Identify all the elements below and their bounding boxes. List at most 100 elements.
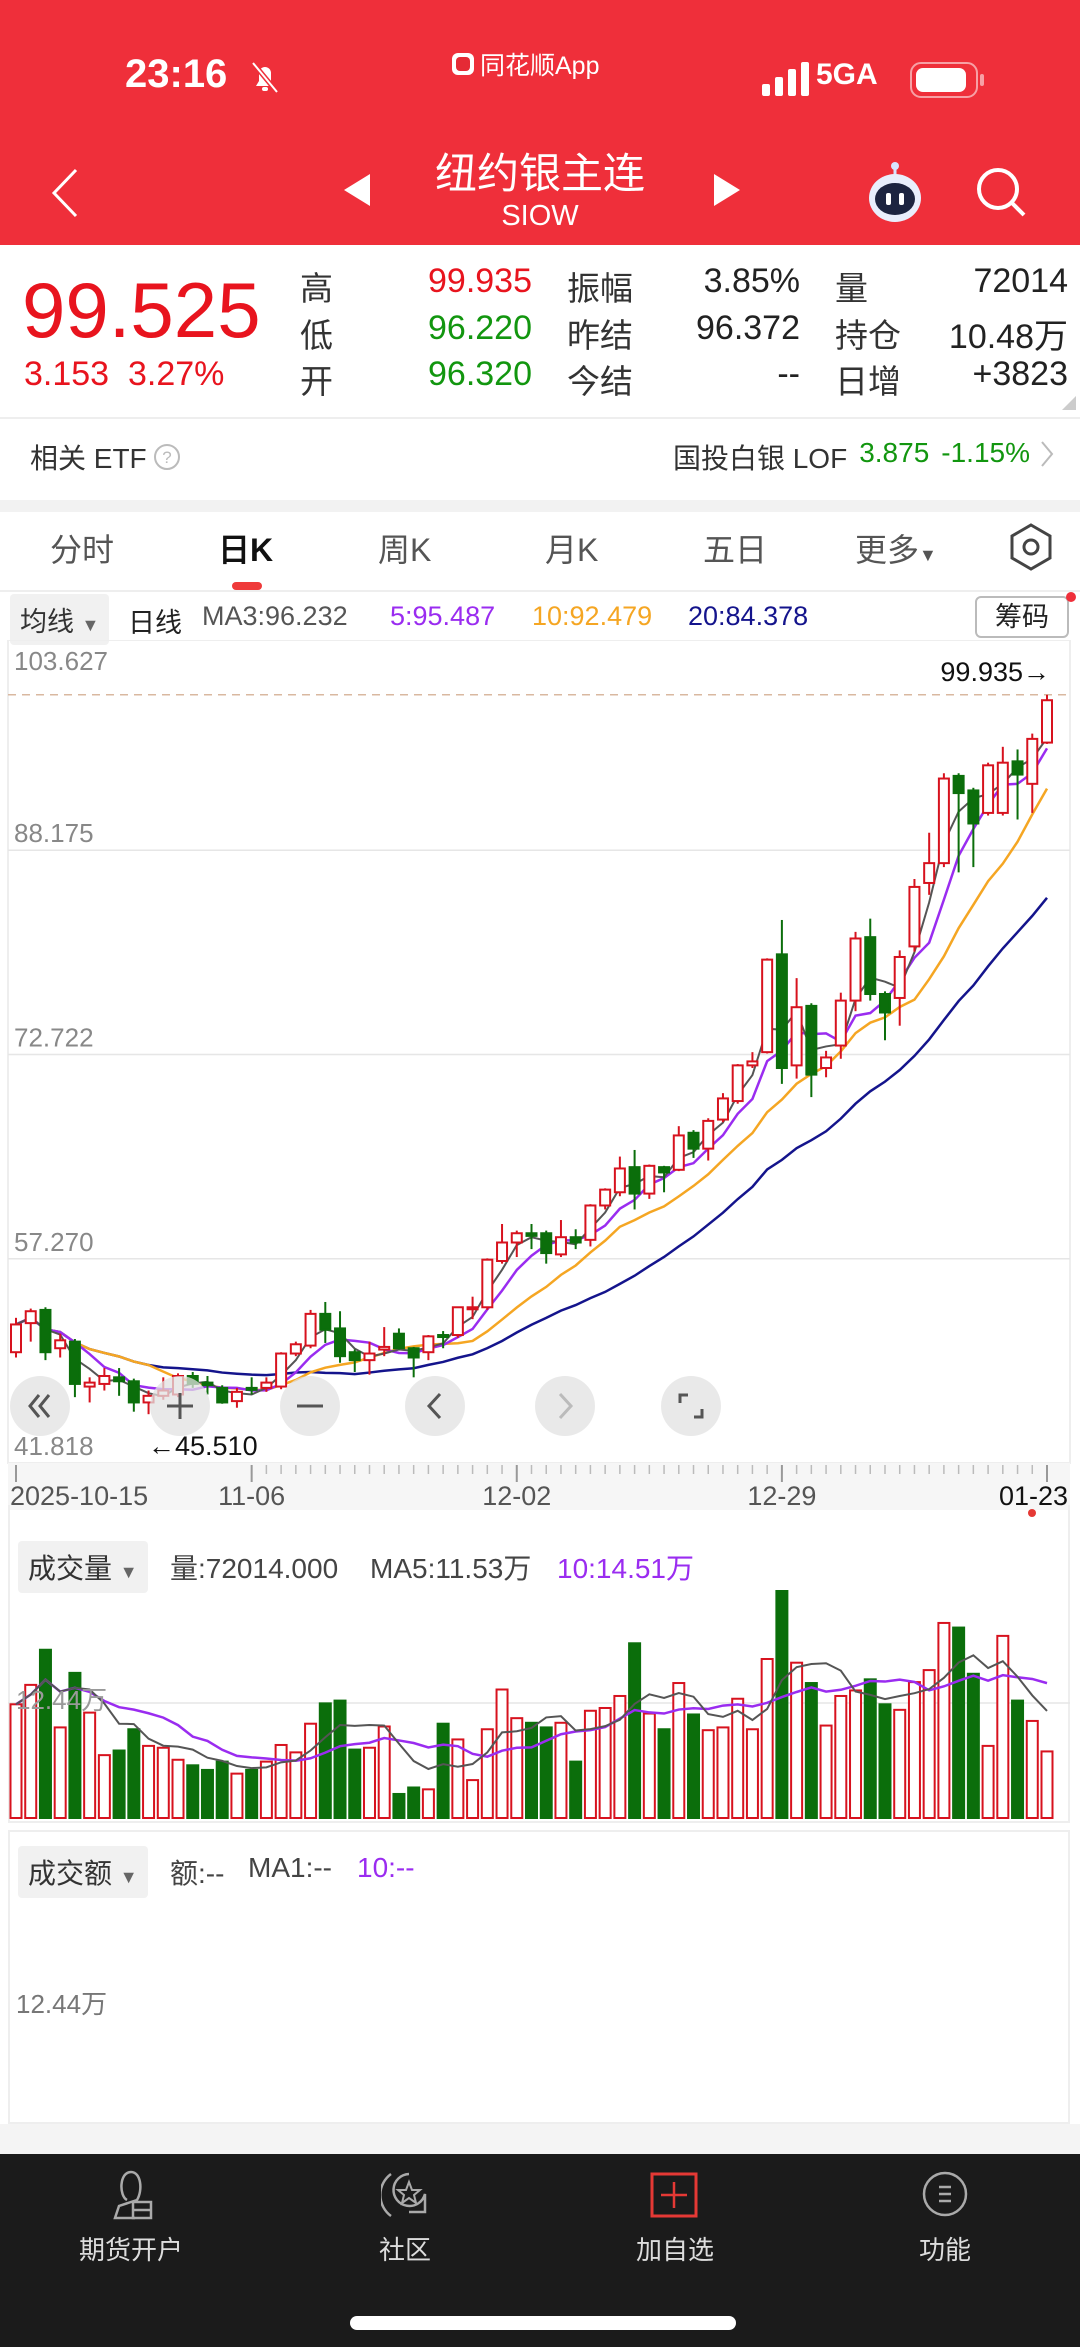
nav-functions[interactable]: 功能 [845,2166,1045,2276]
candle [731,1064,744,1104]
dropdown-arrow-icon: ▼ [919,545,937,565]
home-indicator[interactable] [350,2316,736,2330]
zoom-out-button[interactable] [280,1376,340,1436]
section-gap [0,2124,1080,2154]
next-contract-icon[interactable] [712,172,742,208]
volume-bar [554,1721,568,1819]
chart-frame [7,640,1071,1464]
ma-selector[interactable]: 均线 ▼ [10,594,110,645]
ma-period: 日线 [128,608,182,638]
tab-3[interactable]: 月K [545,525,598,571]
candle-body [348,1351,361,1362]
related-etf-link[interactable]: 国投白银 LOF 3.875 -1.15% [673,437,1030,477]
contract-code: SIOW [501,200,579,232]
stat-value: 96.220 [428,309,532,347]
candle-body [643,1164,656,1195]
volume-bar [156,1746,170,1820]
volume-bar [878,1703,892,1819]
volume-bar [598,1706,612,1819]
volume-bar [259,1760,273,1820]
amount-ma10: 10:-- [357,1852,415,1883]
zoom-in-button[interactable] [150,1376,210,1436]
candle-body [996,761,1009,814]
tab-0[interactable]: 分时 [50,525,114,571]
zoom-out-far-button[interactable] [10,1376,70,1436]
candle-body [510,1232,523,1244]
volume-bar [362,1746,376,1820]
price-axis-label: 103.627 [14,646,108,676]
volume-bar [451,1738,465,1820]
candle [790,978,803,1079]
volume-bar [775,1590,789,1819]
candle [540,1230,553,1264]
candle-body [466,1306,479,1311]
app-name: 同花顺App [480,52,600,80]
contract-title: 纽约银主连 [434,150,645,197]
candle-body [864,936,877,995]
min-price-label: ←45.510 [148,1431,258,1461]
volume-bar [1011,1699,1025,1819]
candle [716,1093,729,1123]
candle-body [230,1390,243,1403]
search-icon[interactable] [975,166,1027,218]
volume-selector[interactable]: 成交量 ▼ [18,1541,148,1593]
tab-1[interactable]: 日K [218,525,273,571]
candle-body [319,1312,332,1331]
volume-bar [687,1713,701,1819]
volume-bar [318,1702,332,1819]
volume-bar [922,1669,936,1820]
help-icon[interactable]: ? [153,443,181,471]
candle [834,992,847,1059]
expand-corner-icon[interactable] [1062,396,1076,410]
tab-4[interactable]: 五日 [703,525,767,571]
candle [304,1309,317,1349]
candle [643,1164,656,1199]
candle-body [201,1381,214,1387]
stat-value: +3823 [972,355,1069,393]
amount-selector-label: 成交额 [28,1858,113,1889]
candle [216,1385,229,1404]
candle-body [525,1232,538,1237]
tab-5[interactable]: 更多▼ [855,525,937,571]
nav-add-watchlist[interactable]: 加自选 [575,2166,775,2276]
volume-bar [760,1657,774,1820]
candle-body [775,953,788,1070]
candle-body [952,774,965,795]
volume-bar [1025,1719,1039,1819]
candle [407,1346,420,1378]
candle-body [599,1188,612,1207]
candle [923,832,936,895]
scroll-right-button[interactable] [535,1376,595,1436]
back-icon[interactable] [50,168,80,218]
candle-body [407,1347,420,1359]
nav-futures-account[interactable]: 期货开户 [31,2166,231,2276]
nav-label: 社区 [378,2235,431,2265]
signal-icon [762,62,809,96]
tab-2[interactable]: 周K [378,525,431,571]
volume-bar [9,1703,23,1819]
settings-icon[interactable] [1008,522,1054,572]
volume-bar [392,1792,406,1819]
plus-icon [167,1393,193,1419]
amount-selector[interactable]: 成交额 ▼ [18,1846,148,1898]
candlestick-chart[interactable]: 103.627 88.175 72.722 57.270 41.818 99.935→ ←4… [0,640,1080,1520]
candle [937,773,950,868]
fullscreen-button[interactable] [661,1376,721,1436]
volume-ma5: MA5:11.53万 [370,1553,532,1584]
volume-chart[interactable] [0,1590,1080,1825]
candle [672,1126,685,1172]
candle-body [672,1134,685,1171]
nav-community[interactable]: 社区 [305,2166,505,2276]
chevron-right-icon[interactable] [1040,440,1054,468]
chip-button[interactable]: 筹码 [975,596,1069,638]
scroll-left-button[interactable] [405,1376,465,1436]
volume-bar [804,1682,818,1819]
candle-body [834,999,847,1047]
candle-body [746,1060,759,1067]
ai-robot-icon[interactable] [866,160,924,224]
candle [289,1341,302,1357]
candle-body [216,1386,229,1404]
divider [0,417,1080,419]
candle-body [658,1166,671,1174]
prev-contract-icon[interactable] [342,172,372,208]
